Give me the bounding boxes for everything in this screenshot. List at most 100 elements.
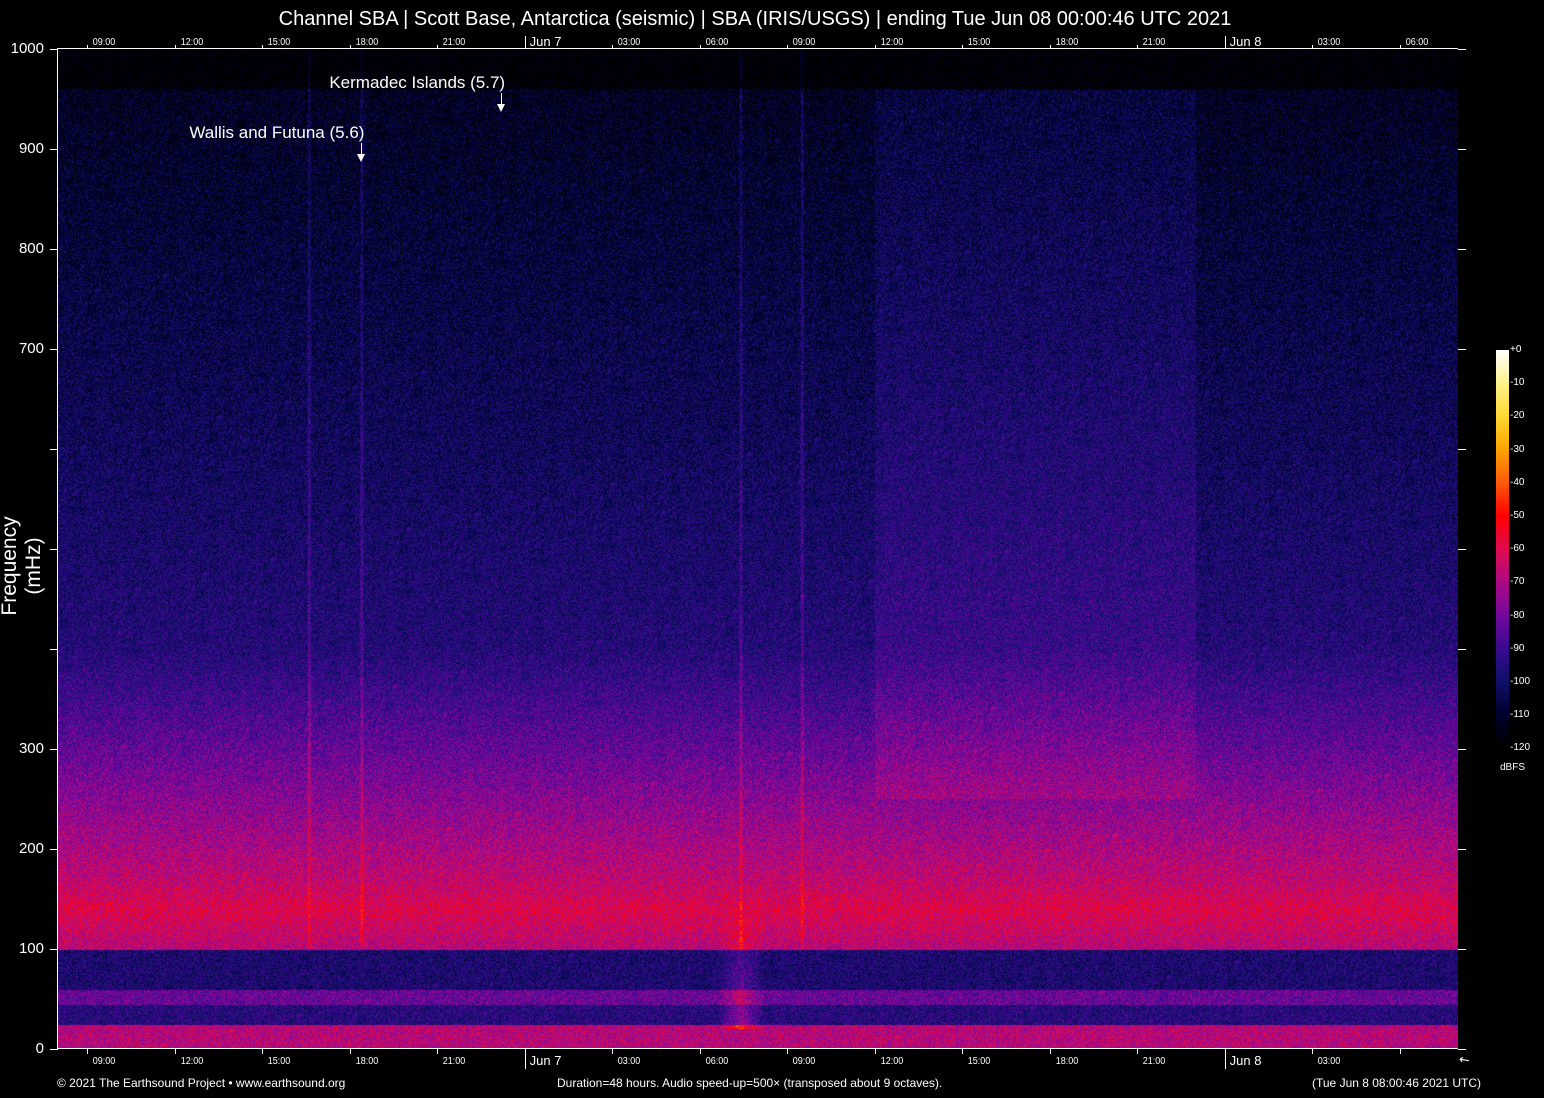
bottom-tick [699,1049,701,1054]
colorbar-tick-label: -100 [1510,676,1531,687]
bottom-day-tick [1224,1049,1226,1069]
y-tick [50,249,58,250]
event-annotation-label: Kermadec Islands (5.7) [329,73,506,92]
chart-title: Channel SBA | Scott Base, Antarctica (se… [278,8,1232,30]
colorbar-tick-label: -120 [1510,742,1531,754]
bottom-tick-label: 12:00 [880,1056,903,1067]
bottom-tick-label: 03:00 [617,1056,641,1067]
y-tick [50,649,58,650]
top-tick-label: 21:00 [1142,37,1166,48]
y-tick-right [1458,449,1466,450]
bottom-tick [612,1049,614,1054]
bottom-tick-label: 21:00 [442,1056,466,1067]
footer-timestamp: (Tue Jun 8 08:00:46 2021 UTC) [1312,1076,1481,1090]
colorbar-tick-label: -10 [1510,377,1525,389]
colorbar-tick-label: -70 [1510,576,1525,588]
y-tick-label: 700 [18,340,44,357]
bottom-tick-label: 12:00 [180,1056,203,1067]
top-tick [962,45,964,49]
top-day-tick [524,36,526,49]
colorbar [1496,350,1509,748]
y-tick-right [1458,949,1466,950]
top-tick-label: 21:00 [442,37,466,48]
y-tick [50,49,58,50]
y-tick-label: 1000 [10,40,44,57]
bottom-tick-label: 06:00 [705,1056,728,1067]
event-arrow-line [501,93,503,105]
top-tick [1137,45,1139,49]
bottom-tick [174,1049,176,1054]
y-tick-label: 100 [18,940,44,957]
top-tick [1312,45,1314,49]
y-tick [50,149,58,150]
bottom-tick-label: 18:00 [1055,1056,1078,1067]
colorbar-tick-label: -110 [1510,709,1530,721]
bottom-tick [874,1049,876,1054]
top-tick [174,45,176,49]
y-tick-label: 800 [18,240,44,257]
event-annotation-label: Wallis and Futuna (5.6) [189,123,365,142]
top-tick [1049,45,1051,49]
colorbar-unit: dBFS [1500,762,1526,773]
y-tick-right [1458,649,1466,650]
y-tick [50,849,58,850]
top-tick [262,45,264,49]
top-tick [699,45,701,49]
y-tick-right [1458,849,1466,850]
top-tick [437,45,439,49]
y-tick [50,749,58,750]
bottom-tick-label: 09:00 [92,1056,116,1067]
y-tick-right [1458,249,1466,250]
bottom-tick-label: 18:00 [355,1056,378,1067]
spectrogram-heatmap [58,49,1458,1049]
y-tick-right [1458,549,1466,550]
y-tick-right [1458,349,1466,350]
top-tick-label: 06:00 [705,37,728,48]
event-arrow-icon [497,104,506,112]
top-tick-label: 03:00 [617,37,641,48]
bottom-tick-label: 15:00 [267,1056,291,1067]
y-tick-right [1458,1049,1466,1050]
top-tick-label: 18:00 [355,37,378,48]
bottom-day-label: Jun 8 [1229,1053,1262,1068]
event-arrow-line [361,143,363,155]
bottom-tick [1137,1049,1139,1054]
top-tick-label: 03:00 [1317,37,1341,48]
top-tick [874,45,876,49]
colorbar-tick-label: +0 [1510,344,1522,355]
y-tick-right [1458,749,1466,750]
y-axis-label: Frequency (mHz) [0,516,45,616]
bottom-tick [787,1049,789,1054]
bottom-tick-label: 09:00 [792,1056,816,1067]
top-tick [787,45,789,49]
top-tick [612,45,614,49]
top-tick-label: 09:00 [792,37,816,48]
y-tick [50,1049,58,1050]
bottom-tick [962,1049,964,1054]
top-tick-label: 12:00 [880,37,903,48]
y-tick [50,349,58,350]
colorbar-tick-label: -40 [1510,476,1525,488]
top-tick-label: 15:00 [967,37,991,48]
y-tick-right [1458,49,1466,50]
bottom-day-tick [524,1049,526,1069]
footer-info: Duration=48 hours. Audio speed-up=500× (… [557,1076,943,1090]
y-tick-label: 900 [18,140,44,157]
colorbar-tick-label: -80 [1510,609,1525,621]
colorbar-tick-label: -60 [1510,543,1525,555]
top-tick-label: 15:00 [267,37,291,48]
y-tick-label: 200 [18,840,44,857]
top-tick [87,45,89,49]
y-tick-right [1458,149,1466,150]
bottom-tick [87,1049,89,1054]
y-tick [50,549,58,550]
top-tick-label: 12:00 [180,37,203,48]
y-tick-label: 300 [18,740,44,757]
y-tick [50,449,58,450]
bottom-tick [262,1049,264,1054]
bottom-tick [437,1049,439,1054]
event-arrow-icon [357,154,366,162]
bottom-tick-label: 03:00 [1317,1056,1341,1067]
top-tick [349,45,351,49]
bottom-tick [1399,1049,1401,1054]
